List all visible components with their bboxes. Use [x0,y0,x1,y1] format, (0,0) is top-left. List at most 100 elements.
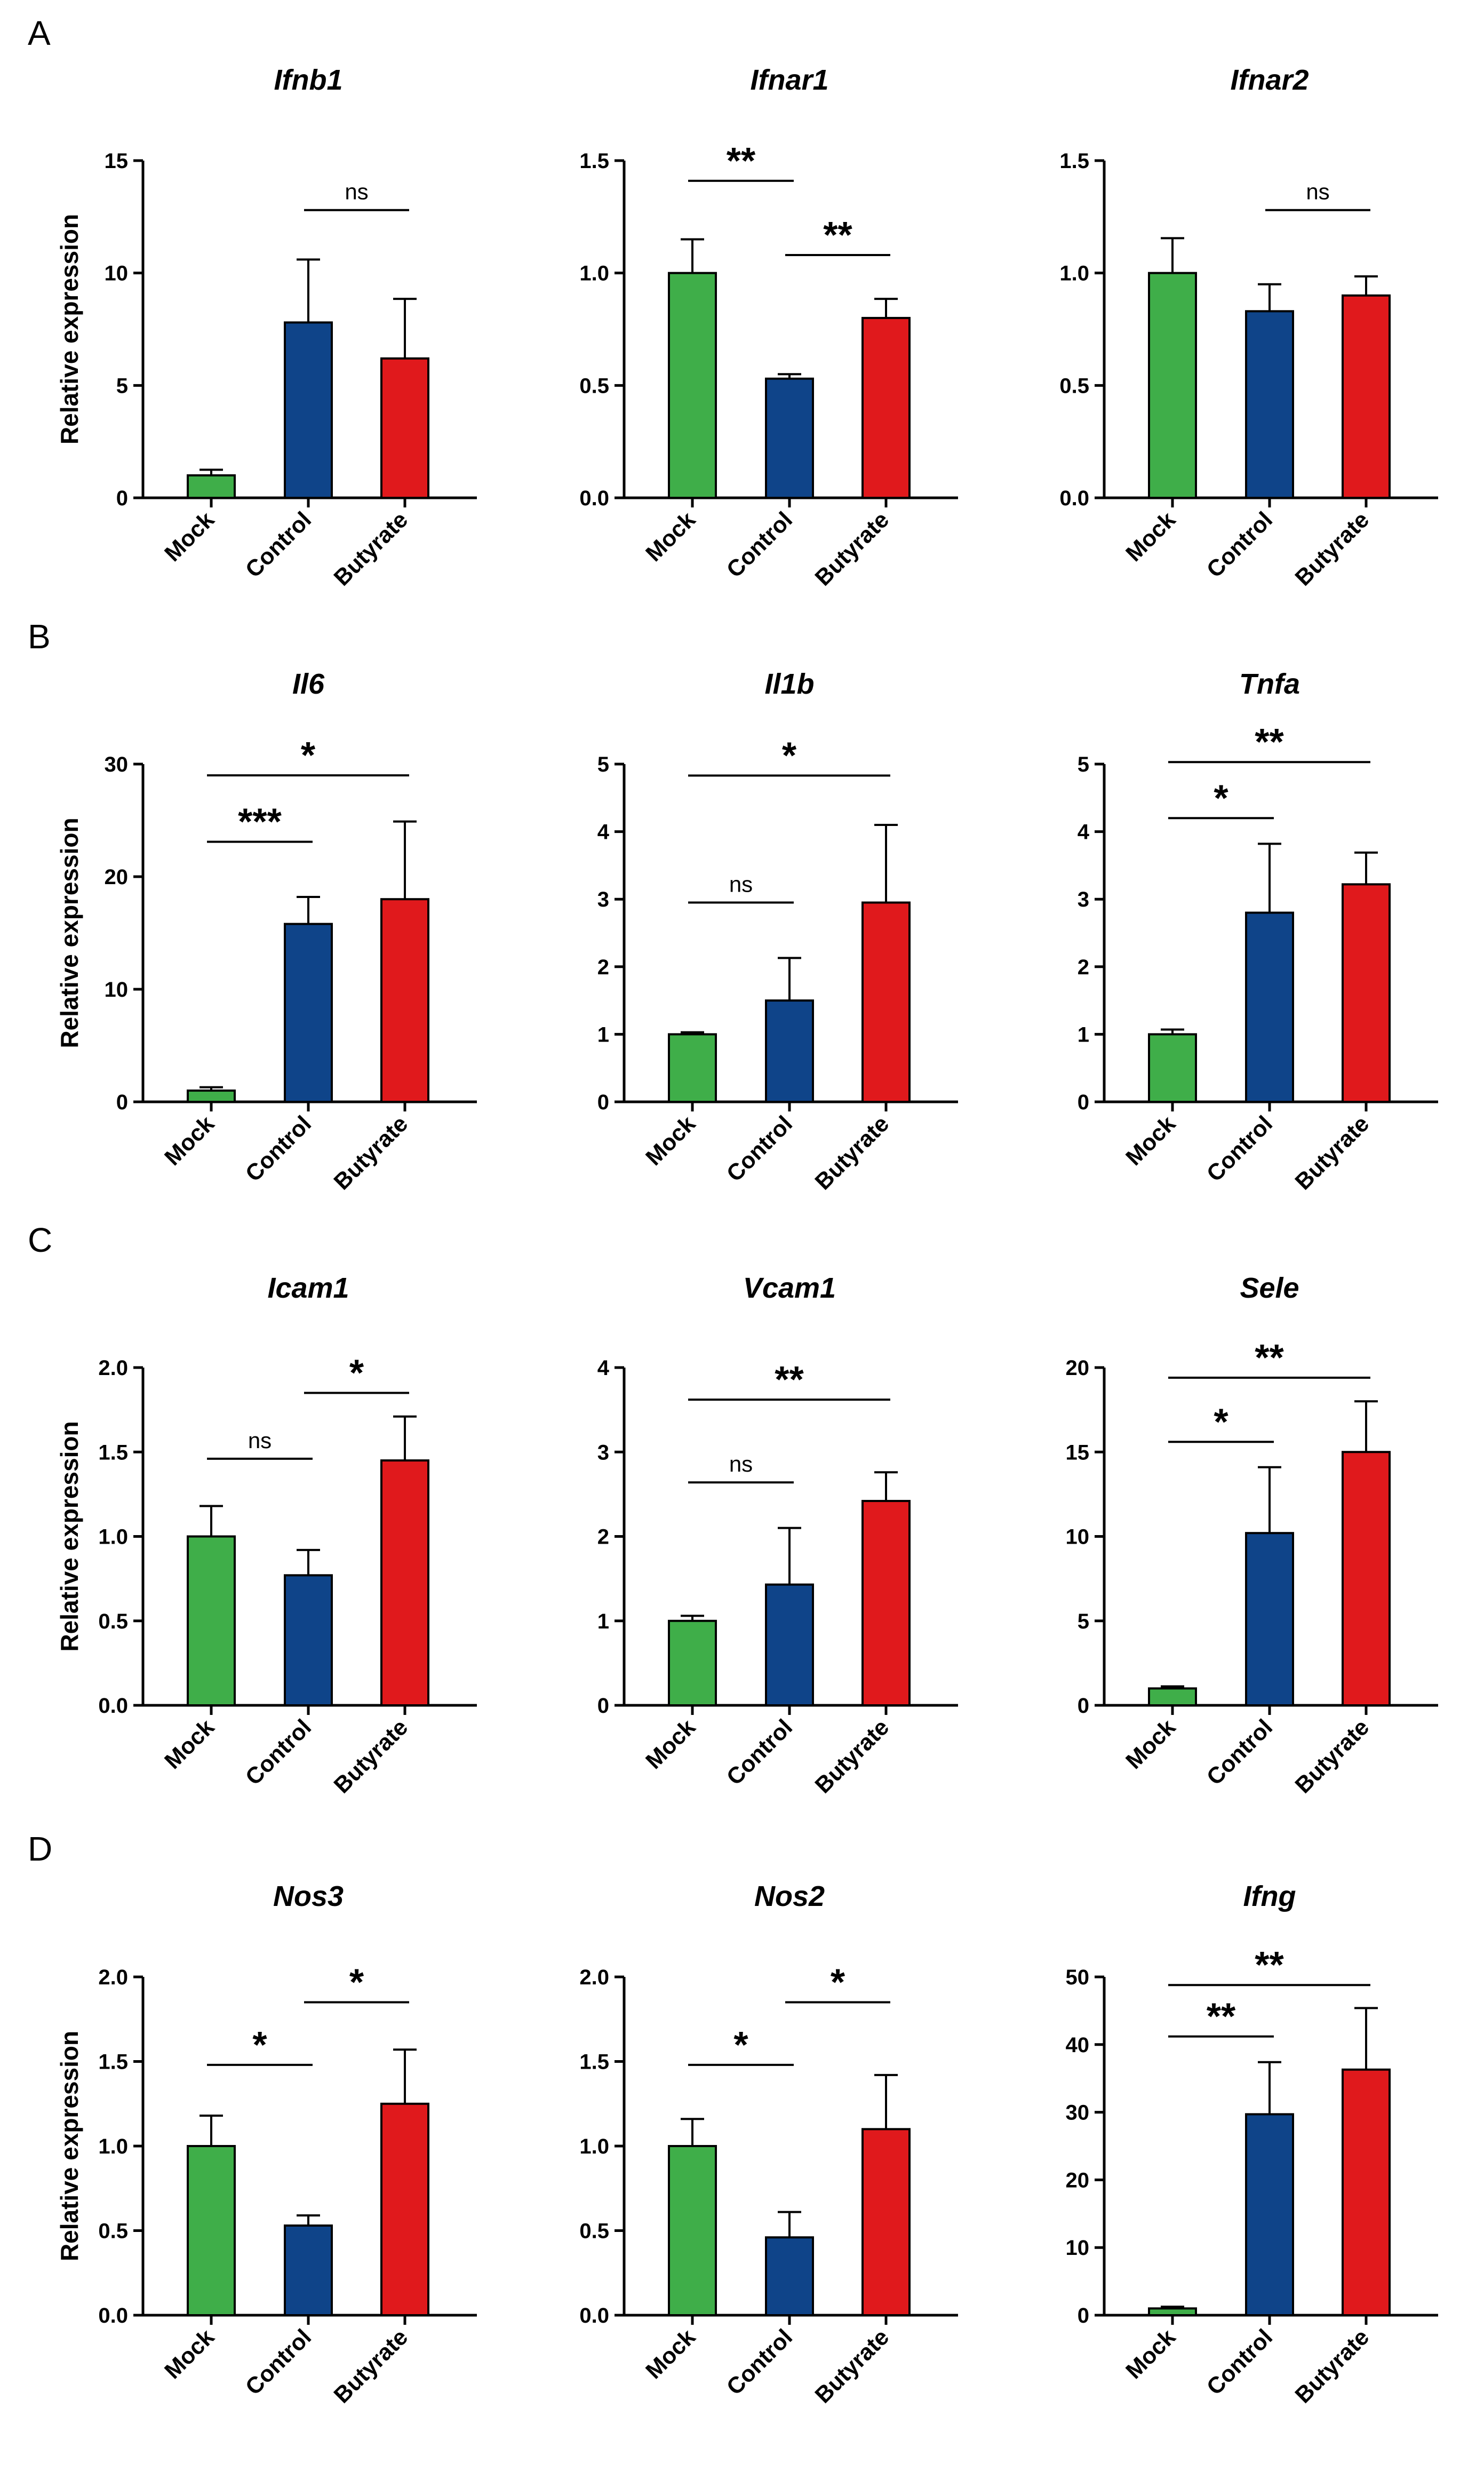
bar-mock [668,272,717,499]
category-label-mock: Mock [641,2324,700,2384]
bar-mock [187,1535,236,1706]
category-label-control: Control [1202,2324,1278,2400]
y-tick-label: 1.5 [98,2051,128,2074]
bar-mock [187,2145,236,2316]
bar-butyrate [861,1500,911,1706]
category-label-butyrate: Butyrate [810,1714,894,1798]
bar-control [1245,1532,1294,1706]
category-label-control: Control [1202,1111,1278,1187]
y-tick-label: 50 [1066,1966,1090,1989]
category-label-control: Control [722,1111,797,1187]
significance-label: ** [1255,1337,1284,1378]
bar-butyrate [380,898,429,1103]
significance-label: * [831,1961,845,2003]
chart-ifnar2: Ifnar2 0.0 0.5 1.0 1.5 Mock Control Butyrate ns [1059,64,1438,591]
y-tick-label: 0 [1078,1091,1089,1114]
category-label-mock: Mock [1121,2324,1180,2384]
chart-ifnb1: Ifnb1 Relative expression 0 5 10 15 Mock Contro… [55,64,477,591]
bar-mock [668,1619,717,1706]
chart-ifng: Ifng 0 10 20 30 40 50 Mock Control Butyrate ** ** [1066,1880,1438,2408]
significance-label: ** [775,1358,804,1400]
y-tick-label: 2.0 [579,1966,609,1989]
bar-butyrate [1342,883,1391,1103]
chart-title: Sele [1240,1272,1299,1304]
chart-icam1: Icam1 Relative expression 0.0 0.5 1.0 1.5 2.0 M… [55,1272,477,1798]
chart-title: Vcam1 [743,1272,836,1304]
category-label-control: Control [722,2324,797,2400]
chart-nos3: Nos3 Relative expression 0.0 0.5 1.0 1.5 2.0 Mo… [55,1880,477,2408]
category-label-butyrate: Butyrate [810,1111,894,1195]
y-tick-label: 1.0 [579,2135,609,2158]
y-tick-label: 5 [1078,1610,1089,1633]
bar-mock [668,1033,717,1103]
bar-butyrate [380,1459,429,1706]
bar-butyrate [861,316,911,499]
y-tick-label: 1 [597,1610,609,1633]
y-tick-label: 2.0 [98,1966,128,1989]
bar-control [284,1574,333,1706]
bar-control [1245,911,1294,1103]
category-label-butyrate: Butyrate [329,507,413,591]
y-axis-label: Relative expression [55,214,83,444]
y-tick-label: 1.0 [98,2135,128,2158]
category-label-mock: Mock [159,507,219,567]
category-label-butyrate: Butyrate [329,1111,413,1195]
y-axis-label: Relative expression [55,817,83,1048]
bar-control [284,923,333,1103]
significance-label: ns [729,1451,753,1476]
chart-title: Ifnb1 [274,64,343,96]
y-tick-label: 4 [597,1356,610,1380]
panel-label-d: D [28,1830,52,1868]
y-tick-label: 1 [597,1023,609,1046]
category-label-butyrate: Butyrate [810,507,894,591]
y-tick-label: 40 [1066,2033,1090,2057]
y-tick-label: 0.0 [1059,487,1089,510]
y-tick-label: 2 [597,956,609,979]
y-tick-label: 0.5 [98,2220,128,2243]
panel-label-a: A [28,14,51,52]
category-label-mock: Mock [159,1111,219,1171]
significance-label: * [349,1352,364,1393]
y-tick-label: 1.5 [579,2051,609,2074]
y-tick-label: 0 [1078,1694,1089,1718]
y-tick-label: 15 [105,149,129,173]
y-tick-label: 1.5 [1059,149,1089,173]
chart-ifnar1: Ifnar1 0.0 0.5 1.0 1.5 Mock Control Butyrate ** *… [579,64,958,591]
chart-title: Ifnar1 [750,64,828,96]
y-axis-label: Relative expression [55,1421,83,1651]
y-tick-label: 3 [597,1441,609,1464]
category-label-mock: Mock [1121,507,1180,567]
category-label-control: Control [1202,1714,1278,1790]
significance-label: * [301,734,316,776]
y-tick-label: 15 [1066,1441,1090,1464]
y-tick-label: 1 [1078,1023,1089,1046]
chart-title: Nos2 [754,1880,825,1912]
bar-butyrate [861,2128,911,2317]
chart-title: Il6 [292,668,325,700]
significance-label: ns [248,1428,272,1453]
category-label-control: Control [1202,507,1278,583]
category-label-butyrate: Butyrate [329,2324,413,2408]
y-tick-label: 30 [105,753,129,776]
category-label-butyrate: Butyrate [329,1714,413,1798]
category-label-control: Control [241,1714,316,1790]
bar-butyrate [1342,2068,1391,2317]
chart-nos2: Nos2 0.0 0.5 1.0 1.5 2.0 Mock Control Butyrate * * [579,1880,958,2408]
bar-mock [187,474,236,499]
bar-control [284,321,333,499]
y-tick-label: 30 [1066,2101,1090,2125]
bar-control [1245,2113,1294,2317]
category-label-mock: Mock [1121,1111,1180,1171]
bar-control [1245,310,1294,499]
category-label-control: Control [722,1714,797,1790]
chart-vcam1: Vcam1 0 1 2 3 4 Mock Control Butyrate ns ** [597,1272,958,1798]
bar-butyrate [380,357,429,499]
y-tick-label: 0.5 [579,2220,609,2243]
y-tick-label: 0.0 [98,1694,128,1718]
y-tick-label: 0 [116,1091,128,1114]
bar-mock [1148,1687,1197,1707]
y-tick-label: 10 [1066,1525,1090,1549]
significance-label: * [1214,1401,1228,1442]
